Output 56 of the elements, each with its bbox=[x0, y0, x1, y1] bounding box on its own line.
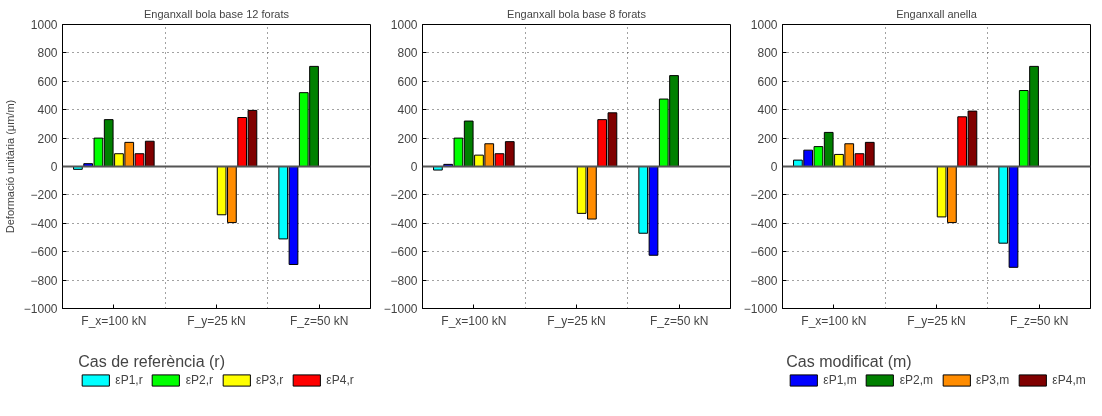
legend-title: Cas de referència (r) bbox=[78, 353, 226, 371]
legend-label: εP1,r bbox=[115, 373, 143, 387]
legend-title: Cas modificat (m) bbox=[786, 353, 913, 371]
x-tick-label: F_y=25 kN bbox=[547, 313, 606, 328]
y-tick-label: 600 bbox=[757, 74, 778, 89]
y-tick-label: 1000 bbox=[30, 18, 58, 32]
y-tick-label: −400 bbox=[750, 216, 778, 231]
y-tick-label: 400 bbox=[757, 103, 778, 118]
y-tick-label: 0 bbox=[770, 160, 778, 174]
legend-label: εP2,m bbox=[899, 373, 933, 387]
chart-title: Enganxall bola base 12 forats bbox=[144, 7, 290, 20]
y-tick-label: −1000 bbox=[23, 302, 58, 316]
y-tick-label: −600 bbox=[390, 245, 418, 260]
y-tick-label: 1000 bbox=[390, 18, 418, 32]
x-tick-label: F_x=100 kN bbox=[801, 313, 867, 328]
y-tick-label: −1000 bbox=[383, 302, 418, 316]
legend-label: εP1,m bbox=[823, 373, 857, 387]
x-tick-label: F_y=25 kN bbox=[907, 313, 966, 328]
x-tick-label: F_z=50 kN bbox=[289, 313, 349, 328]
legend-label: εP2,r bbox=[185, 373, 213, 387]
x-tick-label: F_z=50 kN bbox=[1009, 313, 1069, 328]
y-tick-label: 600 bbox=[397, 74, 418, 89]
y-tick-label: 200 bbox=[757, 131, 778, 146]
y-tick-label: 600 bbox=[37, 74, 58, 89]
y-tick-label: 800 bbox=[757, 46, 778, 61]
y-tick-label: −600 bbox=[750, 245, 778, 260]
y-tick-label: 400 bbox=[37, 103, 58, 118]
y-tick-label: −1000 bbox=[743, 302, 778, 316]
y-tick-label: 0 bbox=[50, 160, 58, 174]
y-tick-label: −600 bbox=[30, 245, 58, 260]
chart-title: Enganxall bola base 8 forats bbox=[507, 7, 647, 20]
y-tick-label: 800 bbox=[397, 46, 418, 61]
y-axis-title: Deformació unitària (μm/m) bbox=[3, 99, 16, 234]
legend-label: εP3,r bbox=[256, 373, 284, 387]
legend-label: εP3,m bbox=[976, 373, 1010, 387]
x-tick-label: F_z=50 kN bbox=[649, 313, 709, 328]
y-tick-label: 1000 bbox=[750, 18, 778, 32]
y-tick-label: −200 bbox=[30, 188, 58, 203]
y-tick-label: −800 bbox=[750, 273, 778, 288]
y-tick-label: 200 bbox=[37, 131, 58, 146]
y-tick-label: −200 bbox=[390, 188, 418, 203]
y-tick-label: −400 bbox=[390, 216, 418, 231]
legend-label: εP4,r bbox=[326, 373, 354, 387]
y-tick-label: −800 bbox=[30, 273, 58, 288]
y-tick-label: 800 bbox=[37, 46, 58, 61]
chart-title: Enganxall anella bbox=[896, 7, 978, 20]
y-tick-label: 400 bbox=[397, 103, 418, 118]
legend-label: εP4,m bbox=[1052, 373, 1086, 387]
x-tick-label: F_y=25 kN bbox=[187, 313, 246, 328]
y-tick-label: 0 bbox=[410, 160, 418, 174]
y-tick-label: −800 bbox=[390, 273, 418, 288]
y-tick-label: 200 bbox=[397, 131, 418, 146]
x-tick-label: F_x=100 kN bbox=[81, 313, 147, 328]
y-tick-label: −200 bbox=[750, 188, 778, 203]
y-tick-label: −400 bbox=[30, 216, 58, 231]
x-tick-label: F_x=100 kN bbox=[441, 313, 507, 328]
